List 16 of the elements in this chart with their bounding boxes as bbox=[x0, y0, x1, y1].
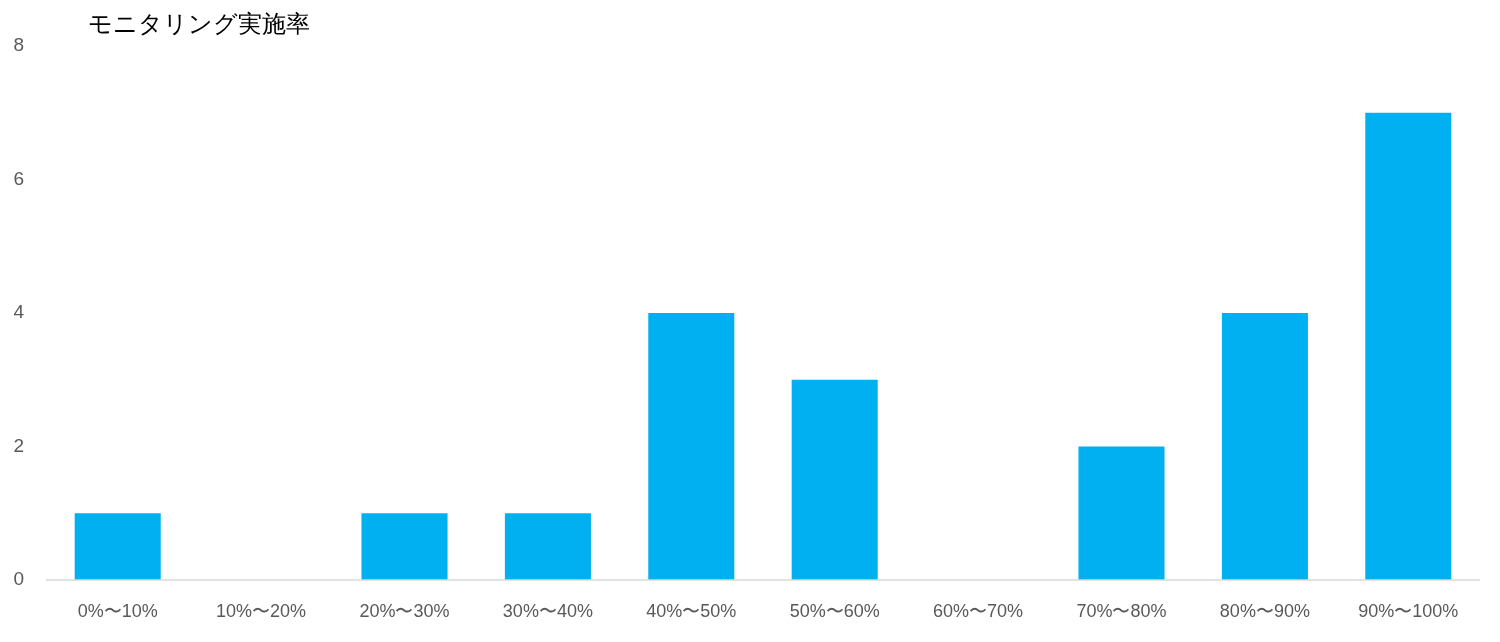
ytick: 8 bbox=[13, 34, 24, 55]
ytick: 0 bbox=[13, 568, 24, 589]
xtick: 80%〜90% bbox=[1219, 601, 1310, 621]
xtick: 60%〜70% bbox=[933, 601, 1024, 621]
ytick: 2 bbox=[13, 434, 24, 456]
ytick: 6 bbox=[13, 167, 24, 189]
xtick: 30%〜40% bbox=[502, 601, 593, 621]
xtick: 40%〜50% bbox=[646, 601, 737, 621]
xtick: 10%〜20% bbox=[216, 601, 307, 621]
xtick: 20%〜30% bbox=[359, 601, 450, 621]
xtick: 0%〜10% bbox=[77, 601, 158, 621]
title: モニタリング実施率 bbox=[88, 10, 310, 37]
xtick: 90%〜100% bbox=[1358, 601, 1459, 621]
xtick: 50%〜60% bbox=[789, 601, 880, 621]
ytick: 4 bbox=[13, 301, 24, 322]
xtick: 70%〜80% bbox=[1076, 601, 1167, 621]
